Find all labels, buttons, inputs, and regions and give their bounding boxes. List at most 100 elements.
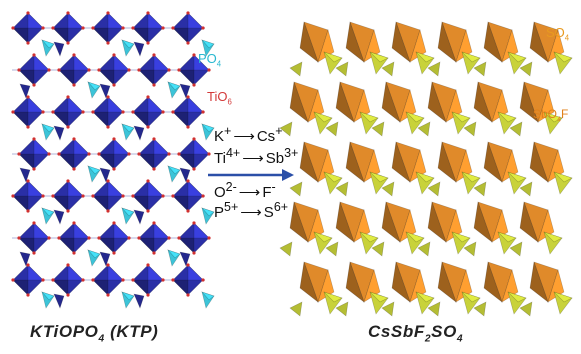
atom-vertex (201, 194, 205, 198)
so4-tetrahedron (427, 181, 441, 197)
tio6-octahedron-face (187, 264, 204, 281)
so4-tetrahedron-face (543, 111, 563, 123)
atom-vertex (97, 152, 101, 156)
atom-vertex (121, 278, 125, 282)
atom-vertex (91, 110, 95, 114)
atom-vertex (26, 125, 30, 129)
so4-tetrahedron-face (405, 111, 425, 123)
cssbf2so4-caption-sub1: 2 (424, 333, 432, 345)
tio6-octahedron-face (27, 12, 44, 29)
atom-vertex (192, 53, 196, 57)
so4-tetrahedron-face (415, 51, 435, 63)
atom-vertex (106, 95, 110, 99)
tio6-octahedron-face (12, 27, 29, 44)
tio6-octahedron-face (187, 96, 204, 113)
so4-tetrahedron-face (323, 291, 343, 303)
atom-vertex (66, 209, 70, 213)
right-arrow-icon: ⟶ (233, 128, 255, 145)
tio6-octahedron-face (33, 138, 50, 155)
tio6-octahedron-face (193, 138, 210, 155)
tio6-octahedron-face (178, 153, 195, 170)
tio6-octahedron-face (153, 54, 170, 71)
tio6-octahedron-face (52, 111, 69, 128)
atom-vertex (11, 194, 15, 198)
so4-tetrahedron (463, 121, 477, 137)
atom-vertex (167, 236, 171, 240)
sub-from-charge: 5+ (224, 200, 239, 214)
tio6-octahedron-face (138, 153, 155, 170)
tio6-octahedron-face (187, 12, 204, 29)
atom-vertex (112, 221, 116, 225)
atom-vertex (72, 53, 76, 57)
po4-tetrahedron-face (41, 39, 55, 49)
so4-tetrahedron-face (461, 291, 481, 303)
atom-vertex (11, 26, 15, 30)
so4-tetrahedron (335, 181, 349, 197)
atom-vertex (41, 110, 45, 114)
tio6-octahedron-face (138, 69, 155, 86)
so4-tetrahedron-face (451, 231, 471, 243)
tio6-octahedron-face (18, 237, 35, 254)
so4-tetrahedron-face (507, 51, 527, 63)
atom-vertex (32, 221, 36, 225)
atom-vertex (66, 263, 70, 267)
atom-vertex (186, 263, 190, 267)
sbo4f-legend-label: SbO4F (533, 107, 568, 122)
po4-tetrahedron-face (201, 207, 215, 217)
tio6-octahedron-face (153, 138, 170, 155)
atom-vertex (112, 83, 116, 87)
atom-vertex (32, 53, 36, 57)
po4-tetrahedron-face (121, 39, 135, 49)
atom-vertex (72, 83, 76, 87)
tio6-octahedron-edge (99, 251, 111, 267)
tio6-octahedron-face (147, 12, 164, 29)
sub-from-charge: 2- (225, 180, 237, 194)
tio6-legend-base: TiO (207, 89, 228, 104)
tio6-legend-sub: 6 (227, 97, 232, 107)
po4-tetrahedron-face (87, 165, 101, 175)
po4-legend-sub: 4 (216, 59, 222, 69)
atom-vertex (72, 167, 76, 171)
po4-tetrahedron-face (121, 291, 135, 301)
sub-to: S (263, 204, 274, 221)
tio6-octahedron-face (113, 54, 130, 71)
so4-tetrahedron (381, 301, 395, 317)
atom-vertex (106, 41, 110, 45)
tio6-octahedron-face (132, 111, 149, 128)
tio6-octahedron-face (92, 27, 109, 44)
tio6-octahedron-face (33, 54, 50, 71)
atom-vertex (106, 125, 110, 129)
atom-vertex (106, 179, 110, 183)
tio6-octahedron-face (52, 279, 69, 296)
atom-vertex (186, 95, 190, 99)
atom-vertex (171, 26, 175, 30)
tio6-octahedron-face (132, 27, 149, 44)
tio6-octahedron-face (67, 264, 84, 281)
atom-vertex (152, 221, 156, 225)
sbo4f-polyhedron-face (345, 141, 365, 183)
po4-tetrahedron-face (201, 123, 215, 133)
tio6-octahedron-face (67, 180, 84, 197)
sub-to: Sb (265, 150, 285, 167)
po4-tetrahedron-face (41, 207, 55, 217)
so4-tetrahedron-face (553, 171, 573, 183)
tio6-octahedron-face (113, 222, 130, 239)
tio6-octahedron-face (147, 180, 164, 197)
tio6-octahedron-face (147, 96, 164, 113)
tio6-octahedron-face (58, 153, 75, 170)
sbo4f-polyhedron-face (289, 81, 309, 123)
atom-vertex (137, 236, 141, 240)
atom-vertex (127, 236, 131, 240)
atom-vertex (32, 83, 36, 87)
sbo4f-polyhedron-face (299, 21, 319, 63)
atom-vertex (152, 137, 156, 141)
atom-vertex (106, 11, 110, 15)
po4-tetrahedron-face (121, 207, 135, 217)
substitution-arrow (208, 169, 294, 181)
tio6-octahedron-edge (19, 83, 31, 99)
tio6-octahedron-face (18, 153, 35, 170)
sbo4f-polyhedron-face (483, 141, 503, 183)
atom-vertex (112, 53, 116, 57)
tio6-octahedron-face (147, 264, 164, 281)
atom-vertex (177, 236, 181, 240)
